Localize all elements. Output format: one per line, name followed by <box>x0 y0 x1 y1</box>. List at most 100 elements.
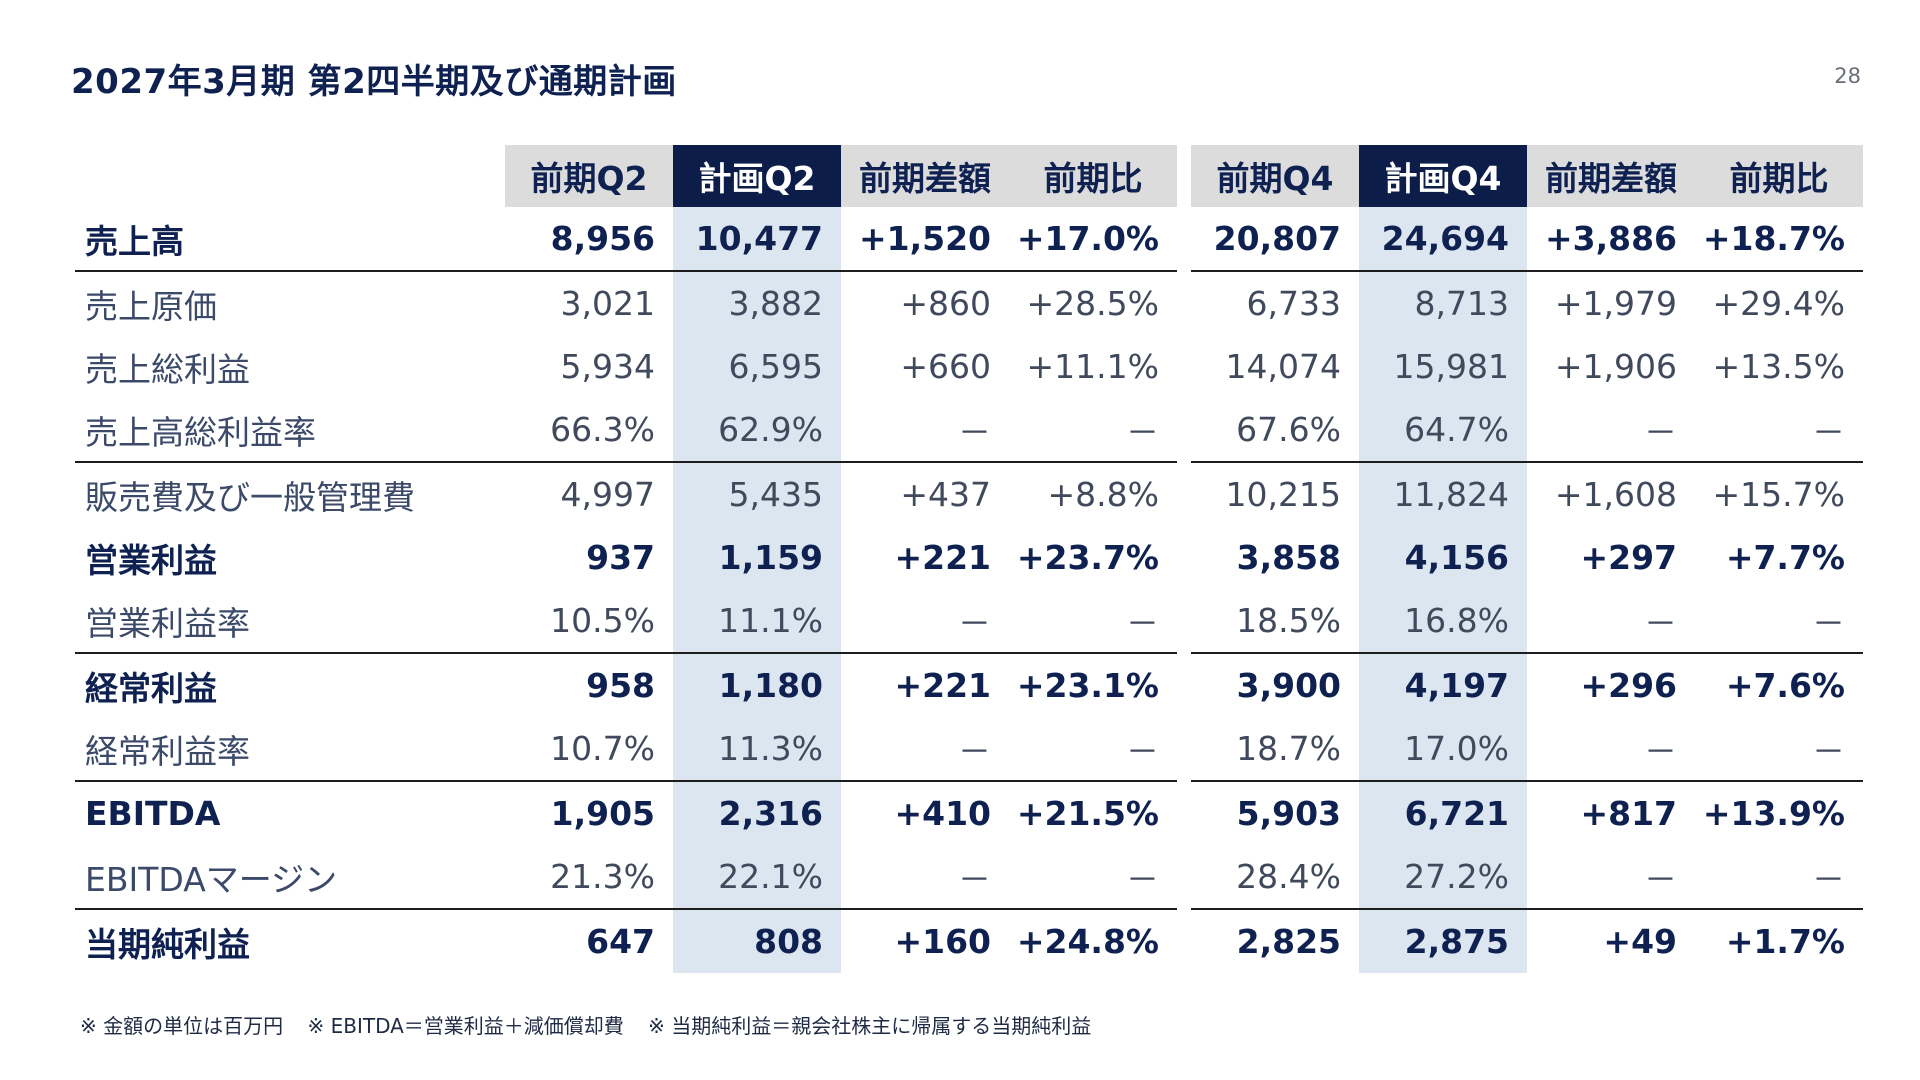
footnote-ebitda: ※ EBITDA＝営業利益＋減価償却費 <box>307 1014 624 1038</box>
table-cell: 22.1% <box>673 845 841 910</box>
table-cell: 5,435 <box>673 462 841 526</box>
table-cell: － <box>1009 589 1177 654</box>
table-cell: +49 <box>1603 922 1677 961</box>
table-cell: 10,215 <box>1225 475 1341 514</box>
table-cell: +28.5% <box>1026 284 1159 323</box>
table-cell: 15,981 <box>1359 335 1527 398</box>
table-row: 営業利益 937 1,159 +221 +23.7% 3,858 4,156 +297 +7.7… <box>75 526 1863 589</box>
table-cell: 6,595 <box>673 335 841 398</box>
table-cell: － <box>1527 717 1695 782</box>
table-cell: 11.1% <box>673 589 841 654</box>
column-gap <box>1177 845 1191 909</box>
table-cell: 64.7% <box>1359 398 1527 463</box>
table-cell: +3,886 <box>1527 207 1695 272</box>
column-header-diff-q2: 前期差額 <box>841 145 1009 207</box>
row-label: 売上高 <box>75 207 505 272</box>
column-header-plan-q4: 計画Q4 <box>1359 145 1527 207</box>
table-cell: 24,694 <box>1359 207 1527 272</box>
column-gap <box>1177 462 1191 526</box>
table-row: EBITDA 1,905 2,316 +410 +21.5% 5,903 6,721 +817… <box>75 781 1863 845</box>
header-blank <box>75 145 505 207</box>
column-header-prev-q2: 前期Q2 <box>505 145 673 207</box>
table-cell: － <box>841 845 1009 910</box>
table-cell: 28.4% <box>1191 845 1359 910</box>
table-cell: － <box>1527 398 1695 463</box>
table-cell: 18.5% <box>1191 589 1359 654</box>
table-cell: 2,875 <box>1359 909 1527 973</box>
table-cell: 8,956 <box>505 207 673 272</box>
column-gap <box>1177 335 1191 398</box>
column-gap <box>1177 589 1191 653</box>
table-cell: 11,824 <box>1359 462 1527 526</box>
table-cell: +24.8% <box>1016 922 1159 961</box>
row-label: 売上総利益 <box>85 349 250 389</box>
column-gap <box>1177 909 1191 973</box>
table-row: EBITDAマージン 21.3% 22.1% －－ 28.4% 27.2% －－ <box>75 845 1863 910</box>
table-cell: +7.6% <box>1725 666 1845 705</box>
table-cell: 14,074 <box>1225 347 1341 386</box>
table-cell: 4,997 <box>560 475 655 514</box>
table-cell: － <box>1009 398 1177 463</box>
table-cell: +18.7% <box>1695 207 1863 272</box>
table-cell: 11.3% <box>673 717 841 782</box>
table-cell: +1.7% <box>1725 922 1845 961</box>
table-cell: +7.7% <box>1725 538 1845 577</box>
table-cell: 937 <box>586 538 655 577</box>
table-cell: 18.7% <box>1191 717 1359 782</box>
table-row: 売上総利益 5,934 6,595 +660 +11.1% 14,074 15,981 +1,… <box>75 335 1863 398</box>
table-cell: +23.1% <box>1016 666 1159 705</box>
table-cell: +817 <box>1580 794 1677 833</box>
row-label: EBITDAマージン <box>75 845 505 910</box>
row-label: 経常利益率 <box>75 717 505 782</box>
table-cell: +160 <box>894 922 991 961</box>
footnote-unit: ※ 金額の単位は百万円 <box>80 1014 284 1038</box>
table-cell: 5,903 <box>1236 794 1341 833</box>
table-cell: +660 <box>900 347 991 386</box>
row-label: 営業利益率 <box>75 589 505 654</box>
table-cell: +410 <box>894 794 991 833</box>
table-cell: － <box>1695 717 1863 782</box>
table-cell: － <box>1695 398 1863 463</box>
page-number: 28 <box>1834 64 1861 88</box>
table-cell: 6,721 <box>1359 781 1527 845</box>
column-header-ratio-q4: 前期比 <box>1695 145 1863 207</box>
column-header-plan-q2: 計画Q2 <box>673 145 841 207</box>
table-cell: 2,316 <box>673 781 841 845</box>
table-cell: 66.3% <box>505 398 673 463</box>
table-cell: 3,021 <box>560 284 655 323</box>
table-cell: 647 <box>586 922 655 961</box>
table-cell: 67.6% <box>1191 398 1359 463</box>
table-cell: +17.0% <box>1009 207 1177 272</box>
row-label: 営業利益 <box>85 540 217 580</box>
table-cell: 2,825 <box>1236 922 1341 961</box>
table-cell: +23.7% <box>1016 538 1159 577</box>
table-row: 経常利益 958 1,180 +221 +23.1% 3,900 4,197 +296 +7.6… <box>75 653 1863 717</box>
table-cell: 20,807 <box>1191 207 1359 272</box>
table-cell: +13.5% <box>1712 347 1845 386</box>
table-cell: － <box>1009 845 1177 910</box>
table-cell: +221 <box>894 538 991 577</box>
table-cell: +15.7% <box>1712 475 1845 514</box>
table-cell: 17.0% <box>1359 717 1527 782</box>
table-cell: 27.2% <box>1359 845 1527 910</box>
table-cell: 808 <box>673 909 841 973</box>
column-header-ratio-q2: 前期比 <box>1009 145 1177 207</box>
table-row: 売上原価 3,021 3,882 +860 +28.5% 6,733 8,713 +1,979… <box>75 271 1863 335</box>
row-label: 売上原価 <box>85 286 217 326</box>
table-cell: 1,180 <box>673 653 841 717</box>
table-cell: 16.8% <box>1359 589 1527 654</box>
table-row: 販売費及び一般管理費 4,997 5,435 +437 +8.8% 10,215 11,82… <box>75 462 1863 526</box>
table-row: 当期純利益 647 808 +160 +24.8% 2,825 2,875 +49 +1.7% <box>75 909 1863 973</box>
table-row: 経常利益率 10.7% 11.3% －－ 18.7% 17.0% －－ <box>75 717 1863 782</box>
table-cell: 4,197 <box>1359 653 1527 717</box>
table-cell: 4,156 <box>1359 526 1527 589</box>
table-cell: 3,882 <box>673 271 841 335</box>
table-cell: － <box>1695 845 1863 910</box>
table-row: 営業利益率 10.5% 11.1% －－ 18.5% 16.8% －－ <box>75 589 1863 654</box>
column-gap <box>1177 526 1191 589</box>
table-cell: 3,900 <box>1236 666 1341 705</box>
column-header-prev-q4: 前期Q4 <box>1191 145 1359 207</box>
row-label: 売上高総利益率 <box>75 398 505 463</box>
column-gap <box>1177 271 1191 335</box>
footnotes: ※ 金額の単位は百万円 ※ EBITDA＝営業利益＋減価償却費 ※ 当期純利益＝… <box>80 1010 1109 1039</box>
